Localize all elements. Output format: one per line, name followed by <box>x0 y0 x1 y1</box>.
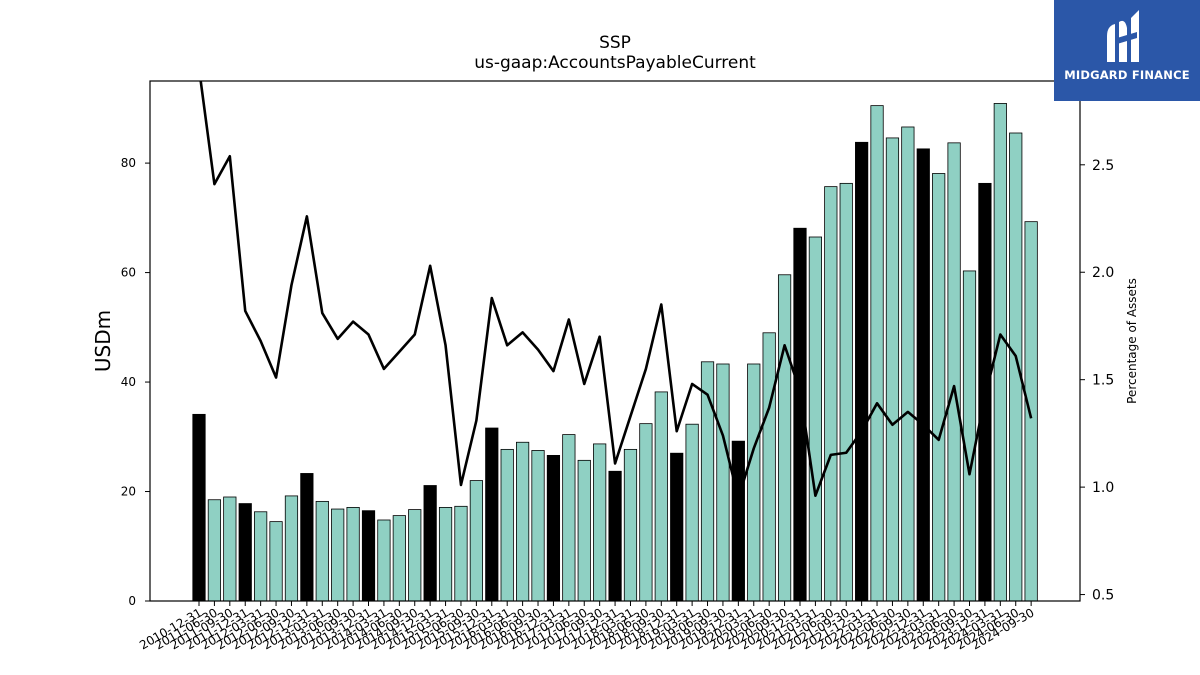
bar-2017-12-31 <box>608 470 622 602</box>
y-axis-label: USDm <box>91 310 115 372</box>
bar-2012-03-31 <box>254 511 268 602</box>
bar-2015-12-31 <box>485 427 499 602</box>
bar-2021-09-30 <box>839 182 853 602</box>
bar-2018-09-30 <box>654 391 668 602</box>
y-tick-label: 40 <box>121 375 136 389</box>
midgard-finance-logo: MIDGARD FINANCE <box>1054 0 1200 101</box>
y-tick-label: 20 <box>121 485 136 499</box>
bar-2011-06-30 <box>207 499 222 602</box>
y-tick-label: 0 <box>128 594 136 608</box>
line-group <box>199 81 1033 500</box>
bar-2023-06-30 <box>947 142 961 602</box>
bar-2018-03-31 <box>623 448 638 602</box>
bar-2016-03-31 <box>500 448 514 602</box>
bar-2016-12-31 <box>546 454 561 602</box>
bar-2012-06-30 <box>269 521 283 602</box>
bar-2018-12-31 <box>670 452 684 602</box>
bar-2015-09-30 <box>469 480 483 602</box>
bar-2013-12-31 <box>361 510 376 602</box>
y2-tick-label: 2.5 <box>1092 158 1114 174</box>
bar-2015-06-30 <box>454 505 468 602</box>
bar-2024-09-30 <box>1024 221 1038 602</box>
bar-2021-12-31 <box>855 141 869 602</box>
y2-tick-label: 2.0 <box>1092 265 1114 281</box>
logo-mark-icon <box>1107 10 1139 62</box>
bar-2020-03-31 <box>747 363 761 602</box>
bar-2013-06-30 <box>331 508 345 602</box>
bar-2019-12-31 <box>731 440 745 602</box>
right-axis-ticks: 0.5 1.0 1.5 2.0 2.5 <box>1080 158 1114 604</box>
chart-title: SSP <box>599 33 631 53</box>
bar-2023-03-31 <box>932 173 946 602</box>
bar-2024-06-30 <box>1009 132 1023 602</box>
bar-2022-03-31 <box>870 105 884 602</box>
bar-2010-12-31 <box>192 413 206 602</box>
logo-text: MIDGARD FINANCE <box>1064 68 1190 82</box>
bar-2018-06-30 <box>639 423 653 602</box>
bar-2014-03-31 <box>377 519 391 602</box>
y-tick-label: 60 <box>121 266 136 280</box>
bar-2020-06-30 <box>762 332 776 602</box>
y2-axis-label: Percentage of Assets <box>1125 278 1139 404</box>
bar-2013-09-30 <box>346 506 360 602</box>
bar-2013-03-31 <box>315 500 329 602</box>
bar-2019-03-31 <box>685 423 699 602</box>
bar-2017-06-30 <box>577 459 591 602</box>
y2-tick-label: 1.0 <box>1092 480 1114 496</box>
bar-group <box>192 103 1038 602</box>
bar-2016-09-30 <box>531 450 545 602</box>
bar-2021-06-30 <box>824 186 838 602</box>
bar-2022-09-30 <box>901 126 915 602</box>
percentage-of-assets-line <box>199 81 1033 500</box>
bar-2022-12-31 <box>916 148 930 602</box>
bar-2017-03-31 <box>562 434 576 602</box>
bar-2022-06-30 <box>885 137 900 602</box>
bar-2011-09-30 <box>223 496 237 602</box>
bar-2017-09-30 <box>593 443 607 602</box>
bar-2014-09-30 <box>408 509 422 602</box>
bar-2012-12-31 <box>300 473 314 602</box>
y2-tick-label: 1.5 <box>1092 373 1114 389</box>
bar-2011-12-31 <box>238 503 252 602</box>
bar-2020-09-30 <box>777 274 792 602</box>
bar-2014-06-30 <box>392 515 406 602</box>
bar-2023-09-30 <box>962 270 977 602</box>
bar-2019-09-30 <box>716 363 730 602</box>
bar-2014-12-31 <box>423 485 437 602</box>
bar-2016-06-30 <box>516 441 530 602</box>
bar-2015-03-31 <box>438 506 453 602</box>
left-axis-ticks: 0 20 40 60 80 <box>121 156 150 608</box>
y2-tick-label: 0.5 <box>1092 588 1114 604</box>
x-axis-ticks: 2010-12-312011-06-302011-09-302011-12-31… <box>137 601 1037 652</box>
bar-2021-03-31 <box>808 236 823 602</box>
chart-subtitle: us-gaap:AccountsPayableCurrent <box>474 53 756 73</box>
y-tick-label: 80 <box>121 156 136 170</box>
bar-2012-09-30 <box>284 495 299 602</box>
